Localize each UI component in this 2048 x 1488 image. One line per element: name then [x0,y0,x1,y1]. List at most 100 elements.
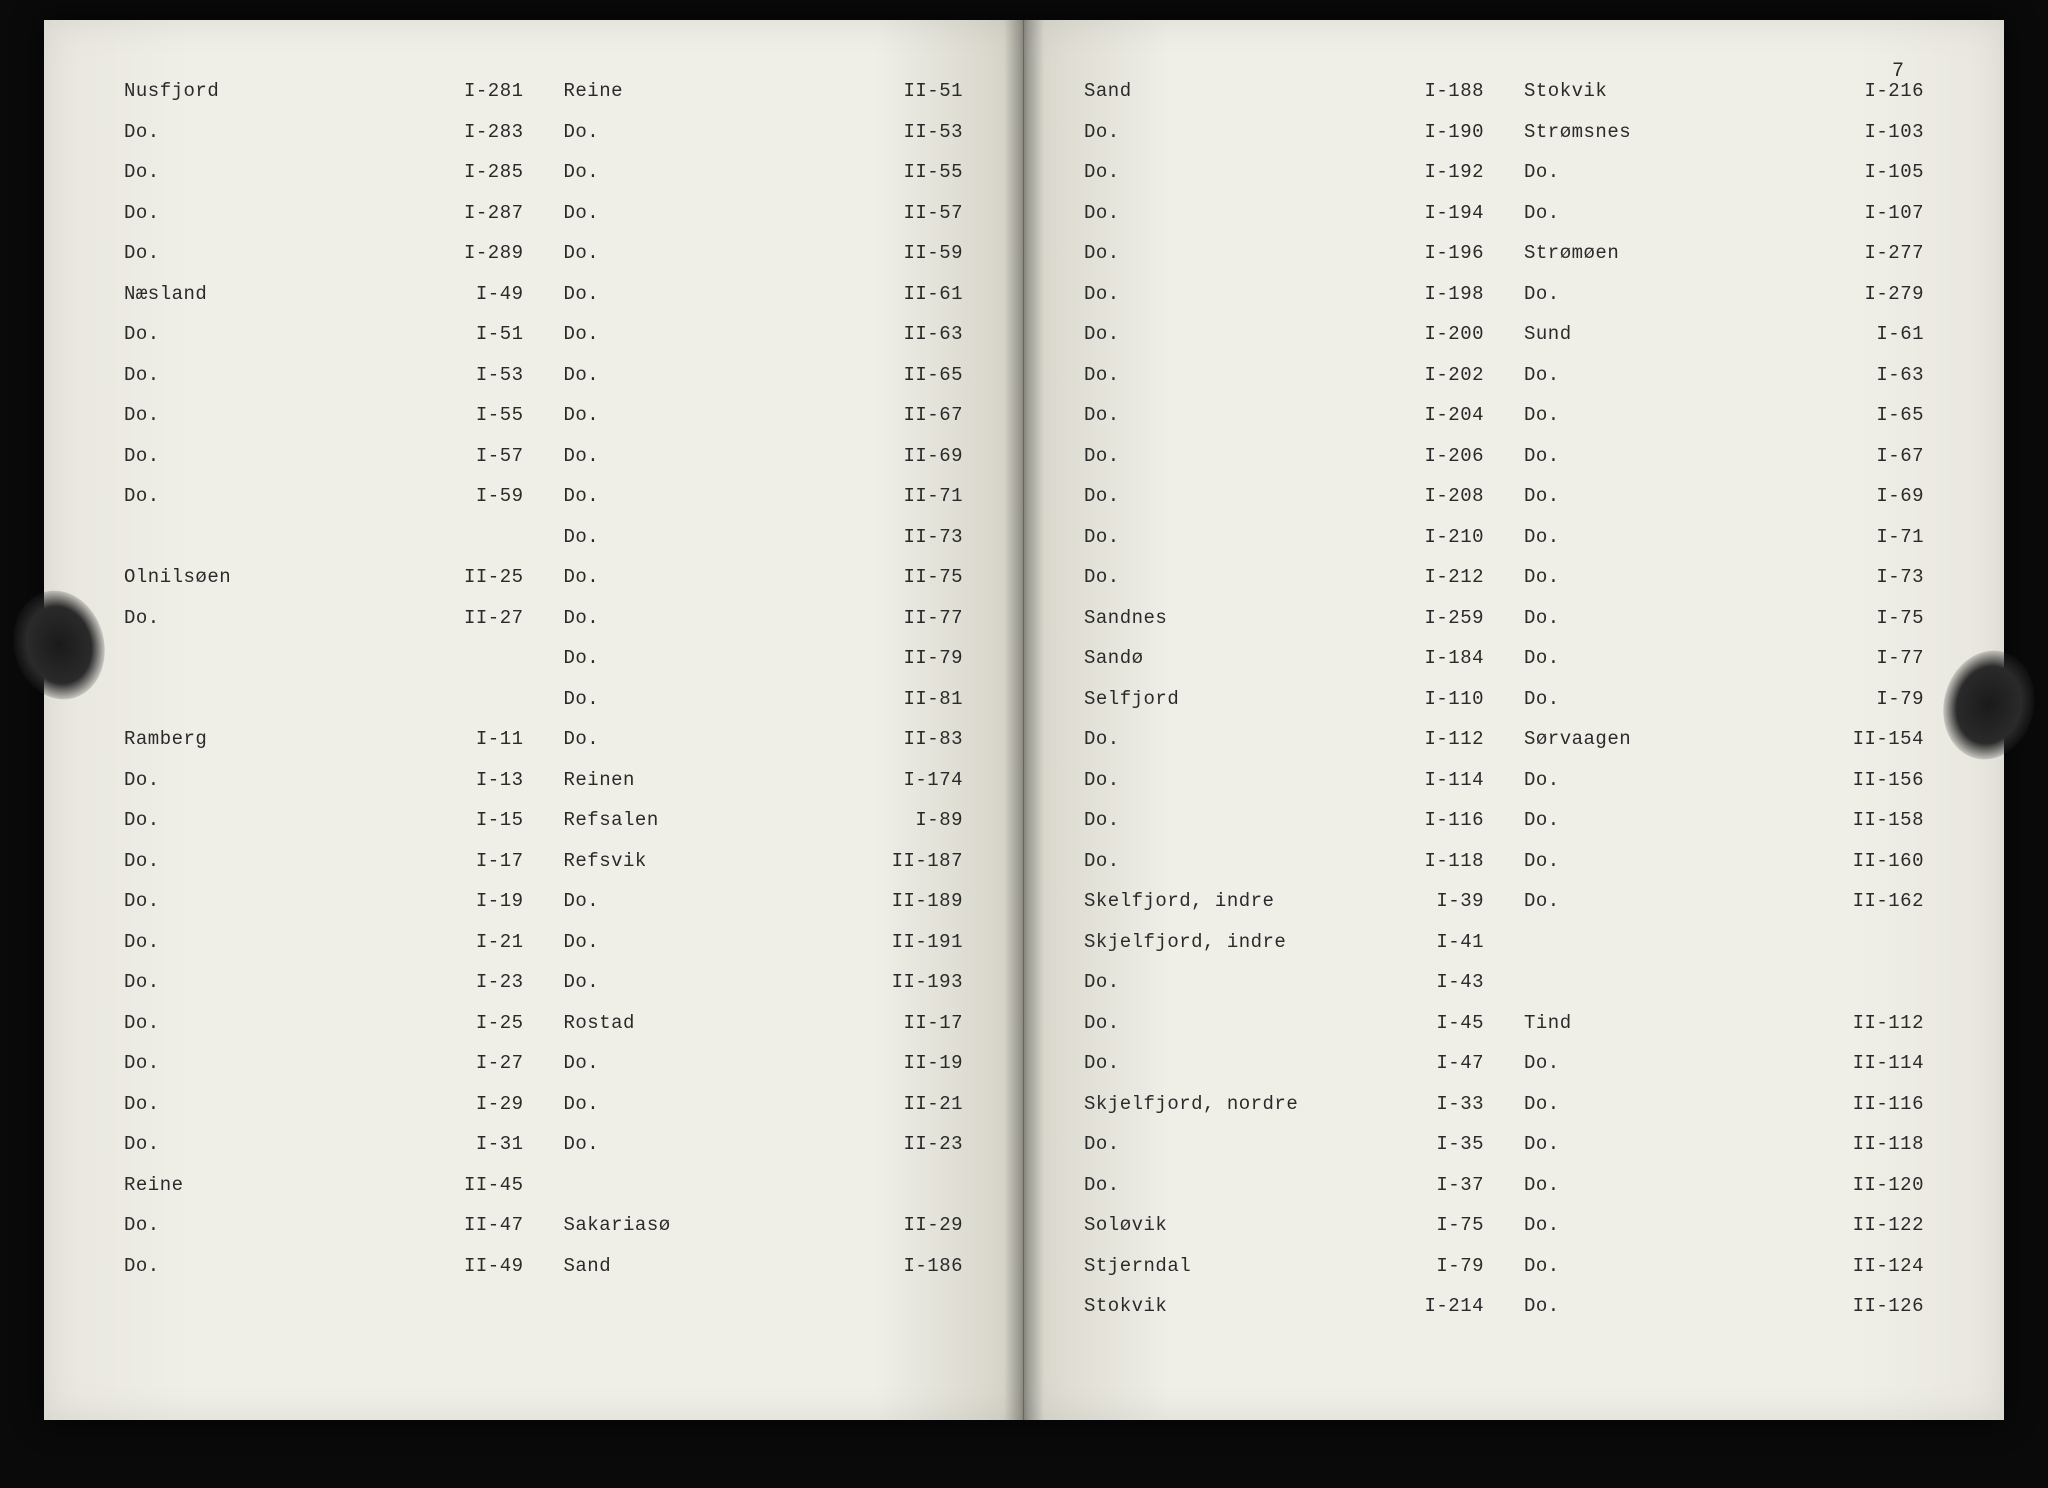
index-row: Do.II-120 [1524,1174,1924,1215]
place-name: Do. [1084,971,1394,993]
index-row: Do.II-83 [564,728,964,769]
index-row: Do.I-63 [1524,364,1924,405]
reference-code: II-187 [873,850,963,872]
place-name: Do. [1524,202,1834,224]
index-row: Do.I-192 [1084,161,1484,202]
place-name: Do. [564,202,874,224]
place-name: Do. [124,364,434,386]
place-name: Do. [1524,607,1834,629]
index-row: Do.I-45 [1084,1012,1484,1053]
index-row: StokvikI-216 [1524,80,1924,121]
reference-code: II-154 [1834,728,1924,750]
place-name: Do. [1524,404,1834,426]
place-name: Do. [124,931,434,953]
index-row: Do.II-114 [1524,1052,1924,1093]
index-row: Do.II-189 [564,890,964,931]
place-name: Nusfjord [124,80,434,102]
index-row: Do.II-57 [564,202,964,243]
place-name: Sand [1084,80,1394,102]
reference-code: II-29 [873,1214,963,1236]
reference-code: II-65 [873,364,963,386]
reference-code: I-29 [434,1093,524,1115]
reference-code: II-47 [434,1214,524,1236]
left-page: NusfjordI-281Do.I-283Do.I-285Do.I-287Do.… [44,20,1024,1420]
place-name: Sandnes [1084,607,1394,629]
place-name: Do. [1524,364,1834,386]
reference-code: I-283 [434,121,524,143]
index-row: SoløvikI-75 [1084,1214,1484,1255]
place-name: Do. [124,1052,434,1074]
left-col-2: ReineII-51Do.II-53Do.II-55Do.II-57Do.II-… [564,80,964,1380]
reference-code: II-193 [873,971,963,993]
index-row: ReineII-51 [564,80,964,121]
index-row: SelfjordI-110 [1084,688,1484,729]
index-row: Do.II-65 [564,364,964,405]
reference-code: I-79 [1394,1255,1484,1277]
place-name: Do. [564,566,874,588]
reference-code: I-75 [1394,1214,1484,1236]
place-name: Do. [124,1012,434,1034]
place-name: Do. [124,890,434,912]
reference-code: I-49 [434,283,524,305]
reference-code: II-53 [873,121,963,143]
place-name: Do. [124,1255,434,1277]
reference-code: II-17 [873,1012,963,1034]
reference-code: I-55 [434,404,524,426]
place-name: Do. [124,971,434,993]
place-name: Do. [1084,404,1394,426]
index-row: SandI-188 [1084,80,1484,121]
place-name: Do. [1524,647,1834,669]
place-name: Do. [1524,769,1834,791]
reference-code: II-55 [873,161,963,183]
index-row: Do.I-31 [124,1133,524,1174]
index-row: Do.I-25 [124,1012,524,1053]
right-page: 7 SandI-188Do.I-190Do.I-192Do.I-194Do.I-… [1024,20,2004,1420]
place-name: Do. [124,202,434,224]
place-name: Do. [1084,850,1394,872]
reference-code: I-105 [1834,161,1924,183]
place-name: Tind [1524,1012,1834,1034]
reference-code: I-23 [434,971,524,993]
place-name: Stokvik [1524,80,1834,102]
reference-code: I-71 [1834,526,1924,548]
reference-code: II-191 [873,931,963,953]
index-row: Do.II-158 [1524,809,1924,850]
index-row: Do.I-37 [1084,1174,1484,1215]
reference-code: II-83 [873,728,963,750]
place-name: Do. [1524,850,1834,872]
place-name: Do. [1524,1295,1834,1317]
reference-code: I-112 [1394,728,1484,750]
index-row: Do.I-27 [124,1052,524,1093]
right-col-1: SandI-188Do.I-190Do.I-192Do.I-194Do.I-19… [1084,80,1484,1380]
index-row: Do.II-55 [564,161,964,202]
place-name: Do. [124,1214,434,1236]
reference-code: I-116 [1394,809,1484,831]
index-row: Do.I-200 [1084,323,1484,364]
place-name: Reinen [564,769,874,791]
reference-code: I-15 [434,809,524,831]
place-name: Do. [1524,485,1834,507]
reference-code: I-118 [1394,850,1484,872]
reference-code: II-120 [1834,1174,1924,1196]
index-row: Do.I-71 [1524,526,1924,567]
index-row: Do.II-47 [124,1214,524,1255]
index-row: Do.II-49 [124,1255,524,1296]
place-name: Reine [124,1174,434,1196]
index-row: RostadII-17 [564,1012,964,1053]
index-row: Do.I-112 [1084,728,1484,769]
reference-code: I-69 [1834,485,1924,507]
reference-code: II-124 [1834,1255,1924,1277]
index-row: Do.I-43 [1084,971,1484,1012]
reference-code: II-19 [873,1052,963,1074]
index-row: Do.II-21 [564,1093,964,1134]
index-row: Do.II-81 [564,688,964,729]
place-name: Do. [1084,121,1394,143]
reference-code: II-156 [1834,769,1924,791]
place-name: Do. [1524,890,1834,912]
blank-row [564,1174,964,1215]
reference-code: I-39 [1394,890,1484,912]
reference-code: II-79 [873,647,963,669]
reference-code: I-61 [1834,323,1924,345]
place-name: Do. [1524,809,1834,831]
index-row: Do.I-289 [124,242,524,283]
